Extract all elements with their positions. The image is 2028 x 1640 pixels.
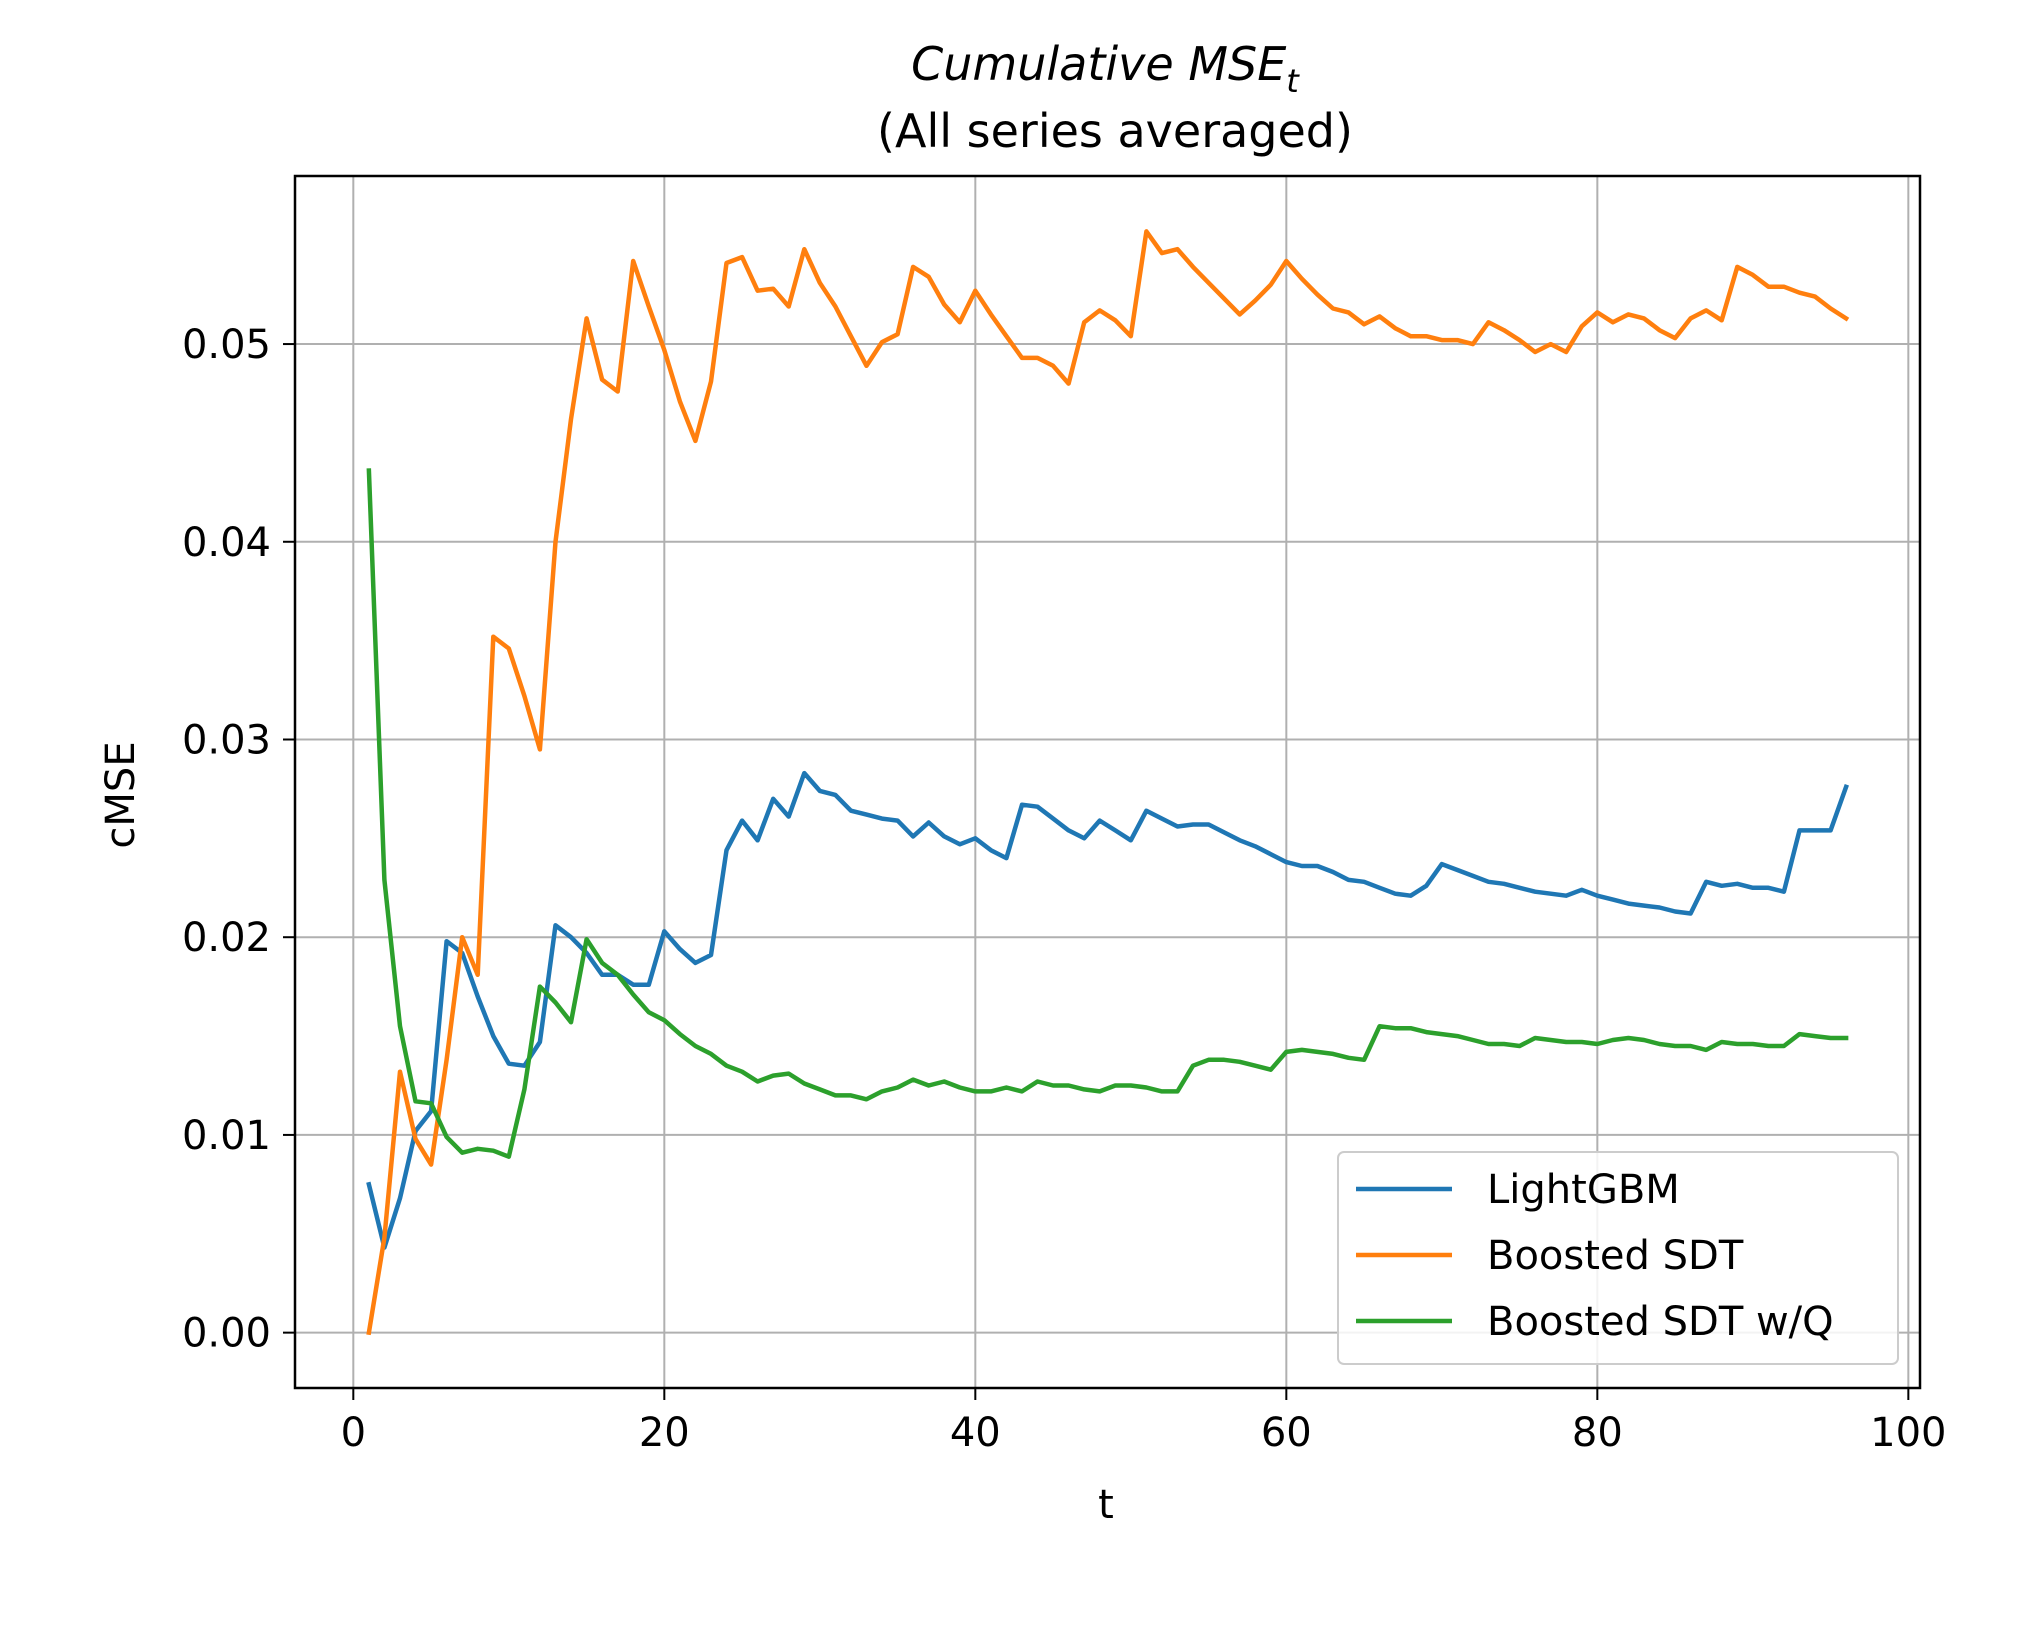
chart-title-subscript: t xyxy=(1286,62,1300,100)
chart-subtitle: (All series averaged) xyxy=(877,104,1353,158)
legend: LightGBM Boosted SDT Boosted SDT w/Q xyxy=(1337,1151,1899,1365)
tick-layer: 0 20 40 60 80 100 0.00 0.01 0.02 0.03 0.04 0.05 xyxy=(182,322,1947,1456)
y-axis-label: cMSE xyxy=(98,741,144,848)
x-tick-label: 100 xyxy=(1870,1410,1946,1456)
plot-frame xyxy=(293,174,1922,1390)
y-tick-label: 0.05 xyxy=(182,322,271,368)
y-tick-label: 0.00 xyxy=(182,1311,271,1357)
x-tick-label: 80 xyxy=(1572,1410,1623,1456)
grid-layer xyxy=(295,176,1920,1388)
legend-label-boosted-sdt-wq: Boosted SDT w/Q xyxy=(1487,1299,1834,1345)
y-tick-label: 0.03 xyxy=(182,717,271,763)
legend-label-lightgbm: LightGBM xyxy=(1487,1167,1680,1213)
legend-label-boosted-sdt: Boosted SDT xyxy=(1487,1233,1744,1279)
x-axis-label: t xyxy=(1098,1482,1114,1528)
series-layer xyxy=(366,229,1850,1336)
y-tick-label: 0.01 xyxy=(182,1113,271,1159)
series-line-boosted-sdt-w-q xyxy=(366,468,1849,1159)
x-tick-label: 20 xyxy=(639,1410,690,1456)
legend-box xyxy=(1337,1151,1899,1365)
y-tick-label: 0.02 xyxy=(182,915,271,961)
x-tick-label: 0 xyxy=(341,1410,366,1456)
x-tick-label: 40 xyxy=(950,1410,1001,1456)
y-tick-label: 0.04 xyxy=(182,520,271,566)
chart-title: Cumulative MSEt xyxy=(911,37,1300,100)
series-line-boosted-sdt xyxy=(366,229,1850,1336)
x-tick-label: 60 xyxy=(1261,1410,1312,1456)
chart-title-main: Cumulative MSE xyxy=(911,37,1286,91)
